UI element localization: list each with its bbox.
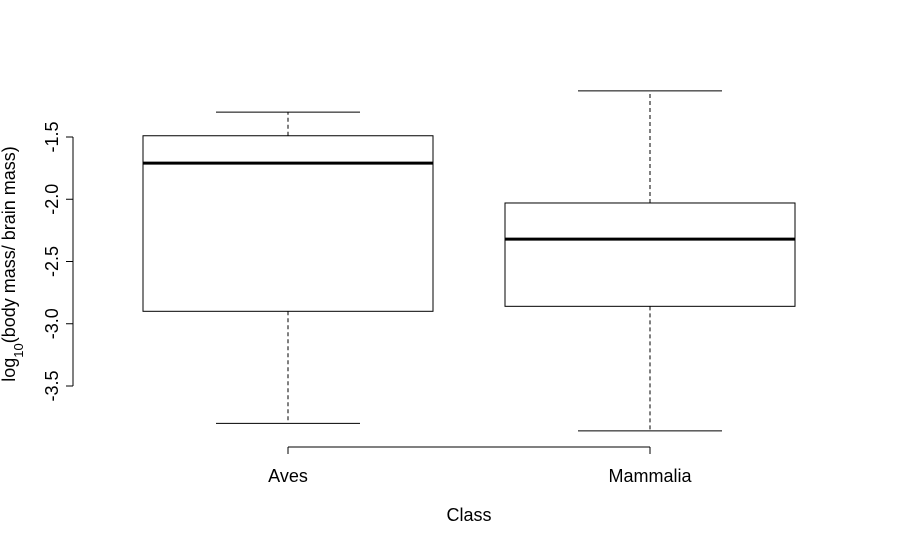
y-axis-label-rest: (body mass/ brain mass) <box>0 146 19 343</box>
y-axis-label-sub: 10 <box>11 343 26 357</box>
y-tick-label: -2.0 <box>42 184 62 215</box>
boxes-layer <box>142 90 796 432</box>
y-tick-label: -1.5 <box>42 121 62 152</box>
x-tick-label: Aves <box>268 466 308 486</box>
iqr-box <box>142 135 434 312</box>
y-tick-label: -2.5 <box>42 246 62 277</box>
box-mammalia <box>504 90 796 432</box>
x-tick-label: Mammalia <box>608 466 692 486</box>
x-ticks: Aves Mammalia <box>268 447 692 486</box>
x-axis-label: Class <box>446 505 491 525</box>
y-tick-label: -3.5 <box>42 370 62 401</box>
y-axis-label-log: log <box>0 358 19 382</box>
y-axis-label: log10(body mass/ brain mass) <box>0 146 26 382</box>
x-axis: Aves Mammalia <box>268 446 692 486</box>
y-tick-label: -3.0 <box>42 308 62 339</box>
iqr-box <box>504 202 796 307</box>
box-aves <box>142 111 434 424</box>
y-axis: -1.5 -2.0 -2.5 -3.0 -3.5 <box>42 121 74 402</box>
y-ticks: -1.5 -2.0 -2.5 -3.0 -3.5 <box>42 121 73 402</box>
